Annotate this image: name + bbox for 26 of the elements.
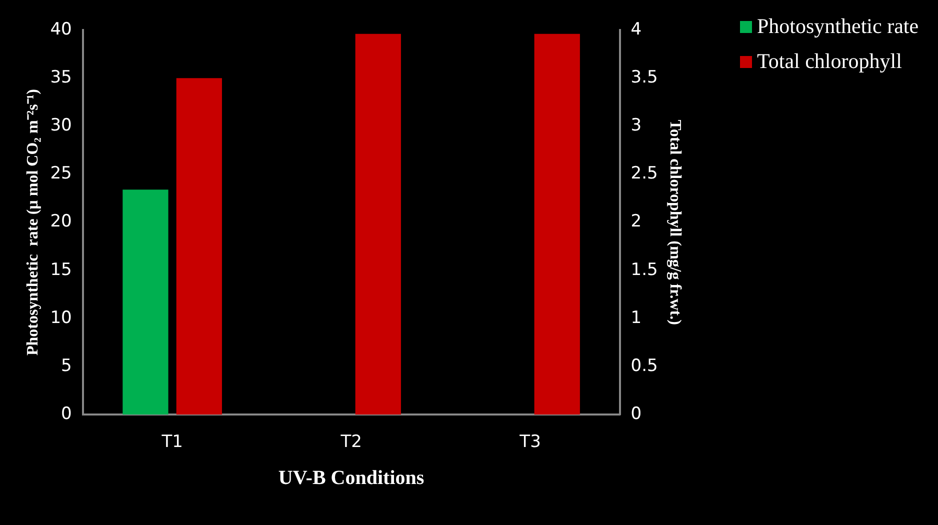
- y-tick-label: 15: [50, 260, 72, 280]
- y2-tick-label: 3: [630, 116, 642, 136]
- y-tick-label: 10: [50, 308, 72, 328]
- y-axis-title: Photosynthetic rate (µ mol CO₂ m⁻²s⁻¹): [24, 89, 42, 356]
- y2-axis-title: Total chlorophyll (mg/g fr.wt.): [666, 120, 684, 325]
- legend-label: Total chlorophyll: [757, 49, 902, 74]
- y2-tick-label: 2: [630, 212, 642, 232]
- y2-tick-label: 3.5: [630, 67, 658, 88]
- x-axis-title: UV-B Conditions: [278, 467, 424, 490]
- legend-label: Photosynthetic rate: [757, 14, 919, 39]
- y-tick-label: 35: [50, 67, 72, 88]
- y2-tick-label: 0.5: [630, 356, 658, 376]
- x-tick-label: T1: [160, 432, 183, 452]
- y2-tick-label: 0: [630, 404, 642, 424]
- y-tick-label: 20: [50, 212, 72, 232]
- y-tick-label: 25: [50, 164, 72, 184]
- x-tick-label: T2: [340, 432, 362, 452]
- y-tick-label: 0: [61, 404, 72, 424]
- y2-tick-label: 1: [630, 308, 642, 328]
- y2-tick-label: 4: [630, 19, 642, 40]
- y-tick-label: 5: [61, 356, 72, 376]
- y-tick-label: 30: [50, 116, 72, 136]
- y2-tick-label: 1.5: [630, 260, 658, 280]
- y2-tick-label: 2.5: [630, 164, 658, 184]
- x-tick-label: T3: [518, 432, 541, 452]
- y-tick-label: 40: [50, 19, 72, 40]
